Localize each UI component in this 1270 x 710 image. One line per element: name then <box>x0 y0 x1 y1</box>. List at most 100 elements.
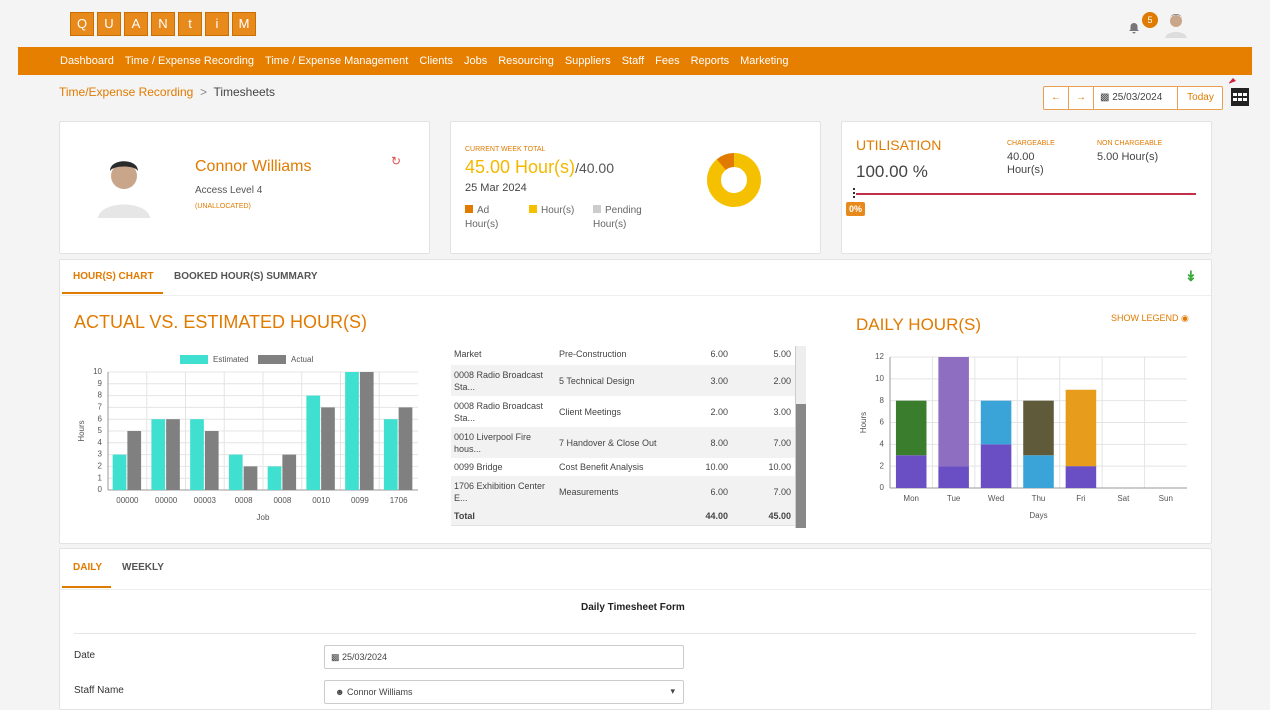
form-tab-active[interactable]: DAILY <box>73 562 103 573</box>
notification-badge: 5 <box>1142 12 1158 28</box>
date-text: 25/03/2024 <box>1112 92 1163 103</box>
date-value[interactable]: ▩ 25/03/2024 <box>1100 92 1163 103</box>
staff-select[interactable]: ☻ Connor Williams ▾ <box>324 680 684 704</box>
table-cell: 5 Technical Design <box>559 375 635 386</box>
utilisation-value: 100.00 % <box>856 162 928 181</box>
table-total-cell: 45.00 <box>768 511 791 521</box>
profile-photo <box>98 161 150 218</box>
week-target: /40.00 <box>575 160 614 176</box>
divider <box>74 633 1196 634</box>
logo-letter: Q <box>70 12 94 36</box>
profile-card: Connor Williams Access Level 4 (UNALLOCA… <box>59 121 430 254</box>
calendar-icon[interactable] <box>1229 76 1251 108</box>
table-cell: 1706 Exhibition Center E... <box>454 480 546 503</box>
tab-underline <box>62 292 163 294</box>
table-cell: 3.00 <box>710 375 728 386</box>
nav-item[interactable]: Resourcing <box>498 55 554 67</box>
field-label: Staff Name <box>74 685 124 696</box>
nav-item[interactable]: Suppliers <box>564 55 611 67</box>
table-total-cell: Total <box>454 511 475 521</box>
non-chargeable-label: NON CHARGEABLE <box>1097 140 1163 147</box>
chargeable-label: CHARGEABLE <box>1007 140 1055 147</box>
table-total-row: Total 44.00 45.00 <box>451 507 796 526</box>
nav-item[interactable]: Jobs <box>463 55 488 67</box>
utilisation-bar <box>856 193 1196 195</box>
breadcrumb-link[interactable]: Time/Expense Recording <box>59 85 194 99</box>
week-hours: 45.00 Hour(s) <box>465 157 576 177</box>
show-legend[interactable]: SHOW LEGEND ◉ <box>1111 313 1189 323</box>
form-tab[interactable]: WEEKLY <box>122 562 164 573</box>
prev-button[interactable]: ← <box>1044 87 1069 109</box>
nav-item[interactable]: Fees <box>655 55 680 67</box>
table-cell: 0008 Radio Broadcast Sta... <box>454 369 544 392</box>
tab[interactable]: BOOKED HOUR(S) SUMMARY <box>174 271 318 282</box>
collapse-icon[interactable]: ↡ <box>1185 268 1197 284</box>
table-cell: 5.00 <box>773 348 791 359</box>
show-legend-text: SHOW LEGEND <box>1111 313 1179 323</box>
nav-item[interactable]: Time / Expense Recording <box>124 55 255 67</box>
table-cell: 0008 Radio Broadcast Sta... <box>454 400 544 423</box>
tab-underline <box>62 586 111 588</box>
table-cell: 7.00 <box>773 486 791 497</box>
nav-item[interactable]: Marketing <box>740 55 789 67</box>
table-cell: Cost Benefit Analysis <box>559 462 644 472</box>
table-cell: Client Meetings <box>559 406 622 417</box>
table-row: 0099 Bridge Cost Benefit Analysis 10.00 10.… <box>451 458 796 477</box>
week-card: CURRENT WEEK TOTAL 45.00 Hour(s)/40.00 2… <box>450 121 821 254</box>
date-input[interactable]: ▩ 25/03/2024 <box>324 645 684 669</box>
nav-item[interactable]: Staff <box>621 55 645 67</box>
table-row: 0010 Liverpool Fire hous... 7 Handover & … <box>451 427 796 459</box>
logo-letter: U <box>97 12 121 36</box>
table-cell: 6.00 <box>710 486 728 497</box>
hours-panel: HOUR(S) CHART BOOKED HOUR(S) SUMMARY ↡ A… <box>59 259 1212 544</box>
profile-status: (UNALLOCATED) <box>195 203 251 210</box>
nav-item[interactable]: Time / Expense Management <box>265 55 409 67</box>
tab-active[interactable]: HOUR(S) CHART <box>73 271 154 282</box>
week-label: CURRENT WEEK TOTAL <box>465 146 546 153</box>
logo-letter: M <box>232 12 256 36</box>
date-nav: ← → ▩ 25/03/2024 Today <box>1043 86 1223 110</box>
nav-item[interactable]: Reports <box>690 55 730 67</box>
table-cell: Market <box>454 348 482 359</box>
utilisation-title: UTILISATION <box>856 137 942 153</box>
logo-letter: A <box>124 12 148 36</box>
logo-letter: N <box>151 12 175 36</box>
table-cell: 2.00 <box>773 375 791 386</box>
form-title: Daily Timesheet Form <box>581 602 685 613</box>
breadcrumb-current: Timesheets <box>213 85 276 99</box>
logo-letter: t <box>178 12 202 36</box>
input-value: Connor Williams <box>346 687 413 697</box>
table-cell: 3.00 <box>773 406 791 417</box>
table-cell: 7 Handover & Close Out <box>559 437 657 448</box>
utilisation-pointer <box>853 188 856 198</box>
bell-icon[interactable] <box>1128 22 1140 34</box>
today-button[interactable]: Today <box>1177 87 1223 109</box>
table-cell: 10.00 <box>705 462 728 472</box>
daily-title: DAILY HOUR(S) <box>856 315 982 334</box>
refresh-icon[interactable]: ↻ <box>391 154 402 168</box>
table-total-cell: 44.00 <box>705 511 728 521</box>
table-row: 1706 Exhibition Center E... Measurements 6… <box>451 476 796 508</box>
nav-item[interactable]: Dashboard <box>60 55 114 67</box>
nav-item[interactable]: Clients <box>419 55 453 67</box>
table-cell: 0010 Liverpool Fire hous... <box>454 431 532 454</box>
table-cell: 6.00 <box>710 348 728 359</box>
next-button[interactable]: → <box>1069 87 1094 109</box>
divider <box>60 295 1211 296</box>
week-date: 25 Mar 2024 <box>465 182 527 194</box>
legend-item: Ad Hour(s) <box>465 204 525 232</box>
logo-letter: i <box>205 12 229 36</box>
table-cell: Measurements <box>559 486 619 497</box>
profile-name: Connor Williams <box>195 158 312 175</box>
legend-swatch <box>593 205 601 213</box>
table-cell: 0099 Bridge <box>454 462 503 472</box>
table-cell: 10.00 <box>768 462 791 472</box>
user-avatar[interactable] <box>1164 12 1188 38</box>
legend-swatch <box>529 205 537 213</box>
table-cell: 2.00 <box>710 406 728 417</box>
breadcrumb: Time/Expense Recording > Timesheets <box>59 85 276 99</box>
field-label: Date <box>74 650 96 661</box>
divider <box>60 589 1211 590</box>
